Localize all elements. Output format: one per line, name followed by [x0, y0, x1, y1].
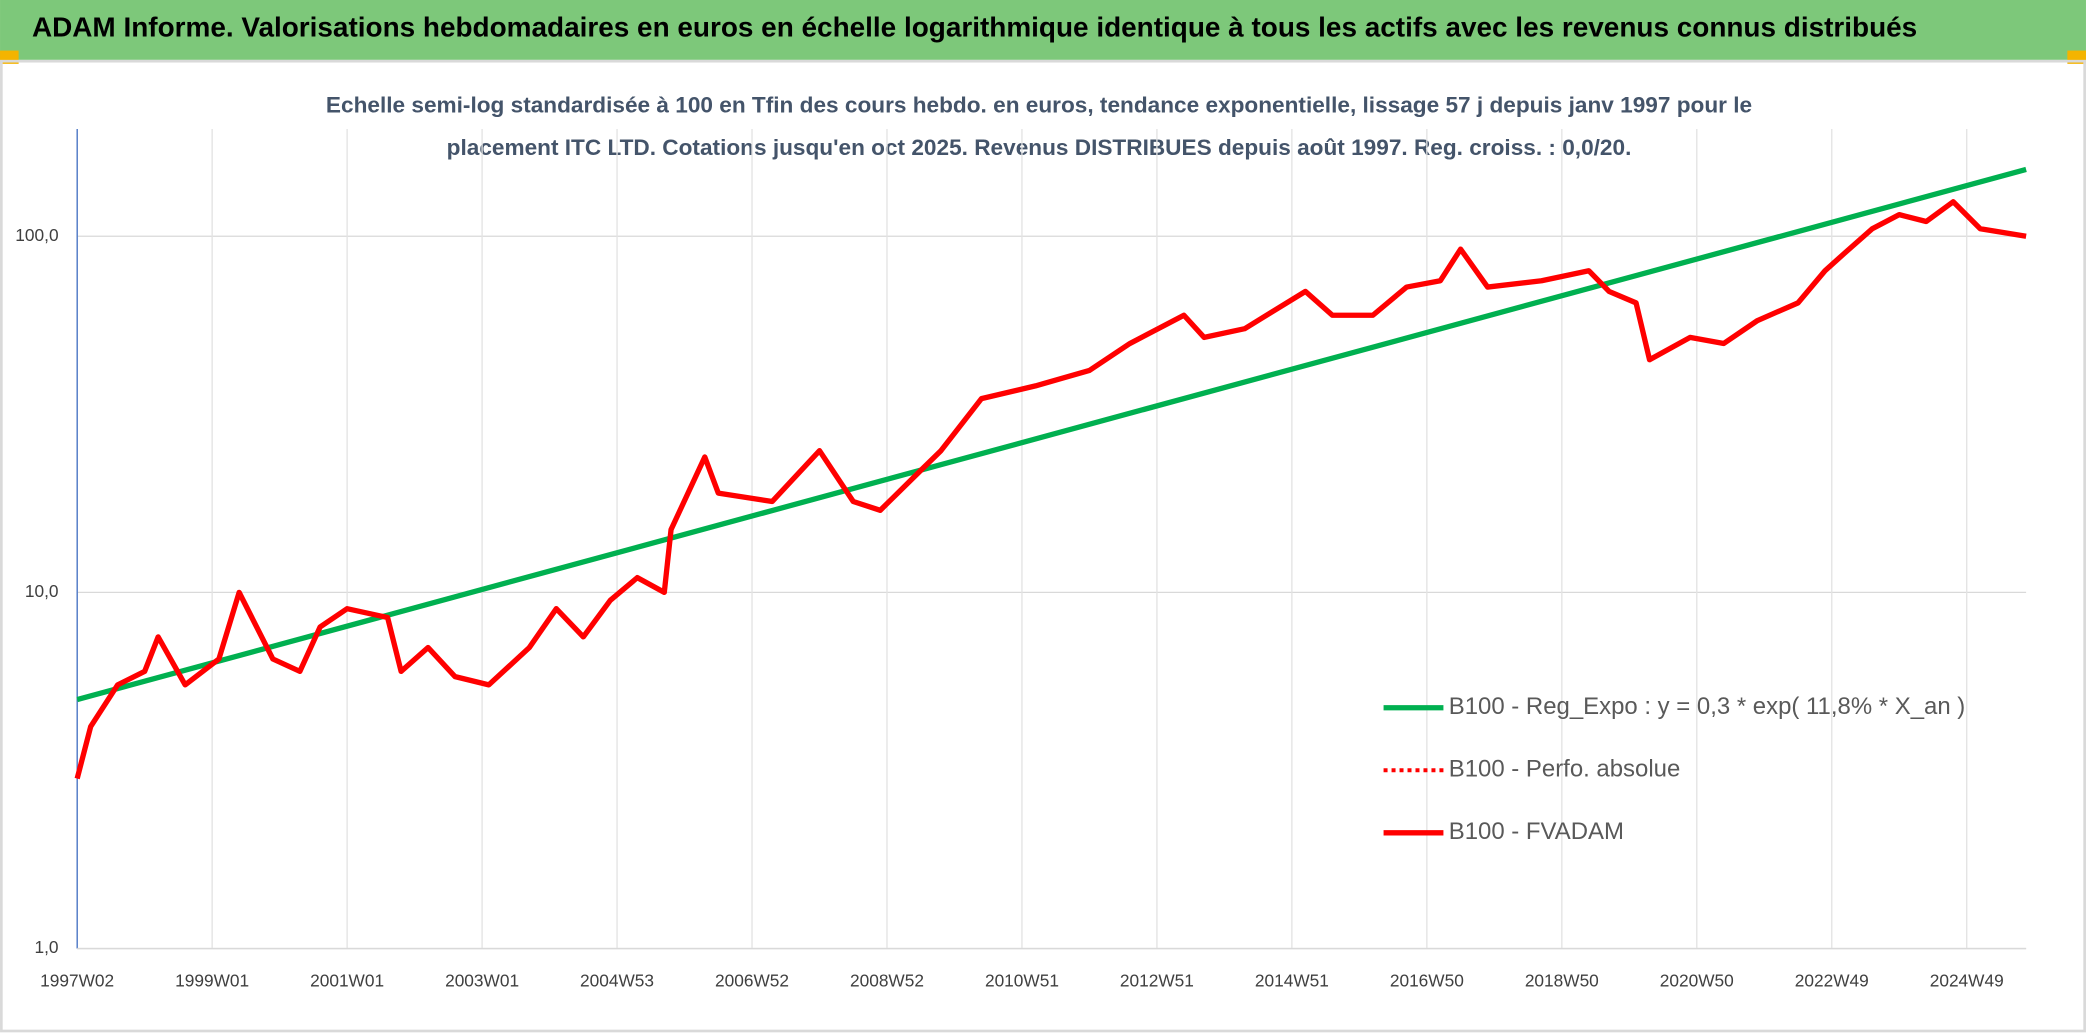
x-tick-label: 2016W50 [1390, 970, 1464, 990]
x-tick-label: 1999W01 [175, 970, 249, 990]
chart-title: ADAM Informe. Valorisations hebdomadaire… [32, 12, 1917, 43]
x-tick-label: 2010W51 [985, 970, 1059, 990]
subtitle: Echelle semi-log standardisée à 100 en T… [326, 92, 1752, 117]
y-tick-label: 100,0 [15, 225, 58, 245]
plot-area [74, 166, 2027, 780]
x-tick-label: 2004W53 [580, 970, 654, 990]
x-tick-label: 2018W50 [1525, 970, 1599, 990]
y-tick-label: 10,0 [25, 581, 59, 601]
grid: 1,0 10,0 100,0 1997W02 1999W01 2001W01 2003W01… [15, 129, 2027, 990]
series-line [76, 166, 2027, 703]
frame [0, 59, 2086, 1033]
x-tick-label: 2001W01 [310, 970, 384, 990]
x-tick-label: 2006W52 [715, 970, 789, 990]
legend-label: B100 - Perfo. absolue [1449, 756, 1681, 783]
series-line [74, 199, 2027, 780]
x-tick-label: 2014W51 [1255, 970, 1329, 990]
legend: B100 - Reg_Expo : y = 0,3 * exp( 11,8% *… [1383, 693, 1966, 845]
x-tick-label: 2024W49 [1930, 970, 2004, 990]
header-bar [0, 0, 2086, 60]
legend-label: B100 - Reg_Expo : y = 0,3 * exp( 11,8% *… [1449, 693, 1966, 720]
x-tick-label: 2008W52 [850, 970, 924, 990]
x-tick-label: 2022W49 [1795, 970, 1869, 990]
y-tick-label: 1,0 [35, 937, 59, 957]
x-tick-label: 1997W02 [40, 970, 114, 990]
x-tick-label: 2012W51 [1120, 970, 1194, 990]
subtitle: placement ITC LTD. Cotations jusqu'en oc… [447, 135, 1632, 160]
x-tick-label: 2003W01 [445, 970, 519, 990]
x-tick-label: 2020W50 [1660, 970, 1734, 990]
legend-label: B100 - FVADAM [1449, 818, 1624, 845]
